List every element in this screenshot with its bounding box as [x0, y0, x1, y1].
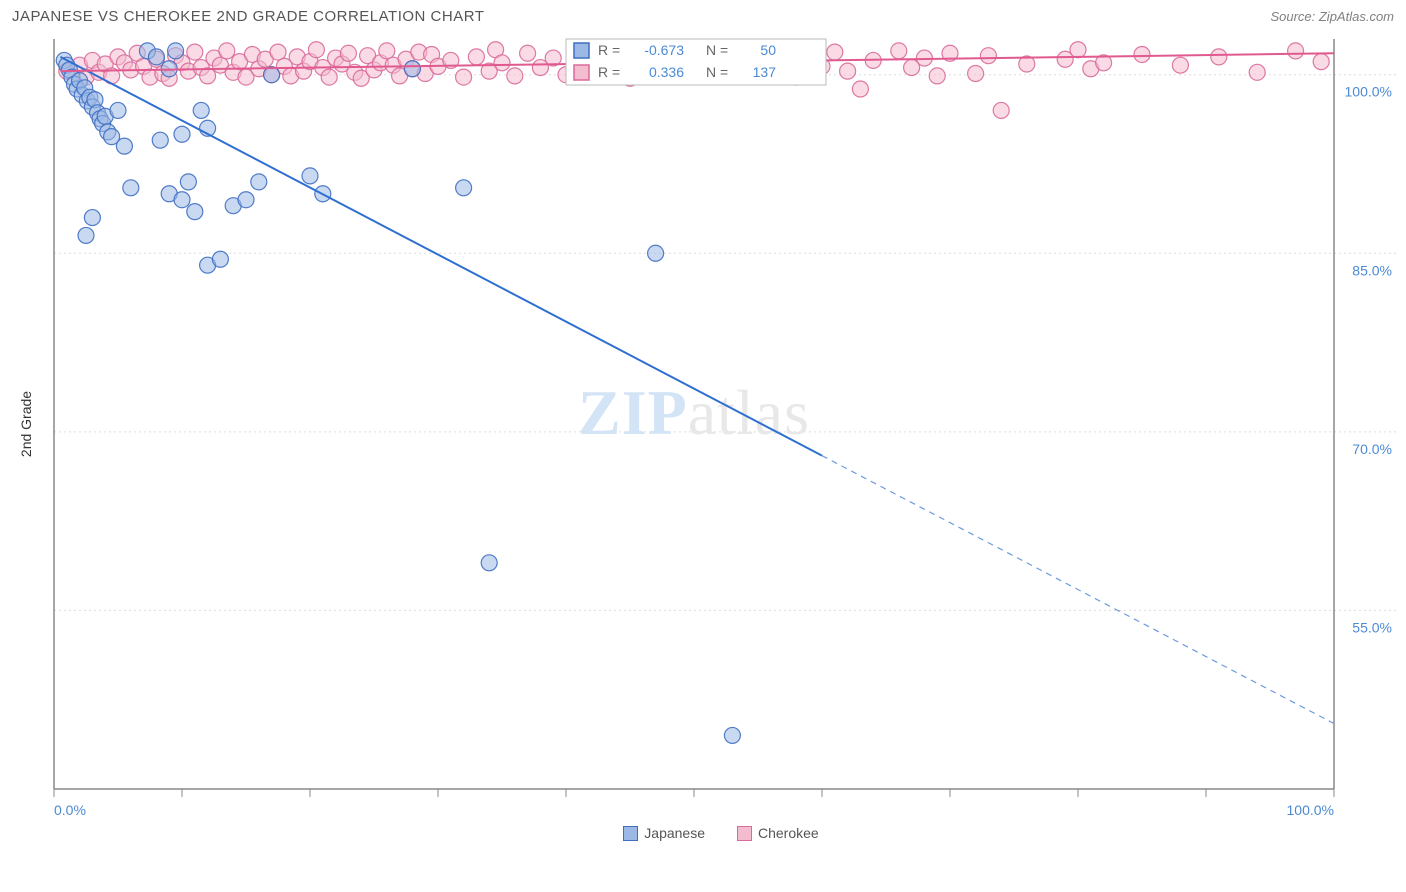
svg-text:N =: N =: [706, 42, 728, 58]
chart-title: JAPANESE VS CHEROKEE 2ND GRADE CORRELATI…: [12, 8, 484, 25]
legend-label-cherokee: Cherokee: [758, 825, 819, 841]
y-axis-label: 2nd Grade: [18, 391, 34, 457]
svg-text:N =: N =: [706, 64, 728, 80]
legend-item-cherokee: Cherokee: [737, 825, 819, 841]
svg-text:55.0%: 55.0%: [1352, 619, 1392, 635]
svg-text:100.0%: 100.0%: [1345, 84, 1392, 100]
svg-text:-0.673: -0.673: [644, 42, 684, 58]
svg-text:137: 137: [753, 64, 777, 80]
plot-column: 55.0%70.0%85.0%100.0%ZIPatlasR =-0.673N …: [44, 29, 1398, 819]
svg-text:0.0%: 0.0%: [54, 802, 86, 818]
svg-text:70.0%: 70.0%: [1352, 441, 1392, 457]
svg-text:R =: R =: [598, 64, 620, 80]
legend-label-japanese: Japanese: [644, 825, 705, 841]
legend-swatch-cherokee: [737, 826, 752, 841]
y-axis-label-wrap: 2nd Grade: [8, 29, 44, 819]
legend-item-japanese: Japanese: [623, 825, 705, 841]
chart-source: Source: ZipAtlas.com: [1270, 9, 1394, 24]
legend-swatch-japanese: [623, 826, 638, 841]
svg-text:0.336: 0.336: [649, 64, 684, 80]
svg-text:R =: R =: [598, 42, 620, 58]
scatter-plot: 55.0%70.0%85.0%100.0%ZIPatlasR =-0.673N …: [44, 29, 1398, 819]
chart-container: 2nd Grade 55.0%70.0%85.0%100.0%ZIPatlasR…: [8, 29, 1398, 819]
svg-text:100.0%: 100.0%: [1287, 802, 1334, 818]
svg-text:50: 50: [760, 42, 776, 58]
svg-text:85.0%: 85.0%: [1352, 262, 1392, 278]
legend: Japanese Cherokee: [8, 825, 1398, 841]
chart-header: JAPANESE VS CHEROKEE 2ND GRADE CORRELATI…: [8, 8, 1398, 29]
